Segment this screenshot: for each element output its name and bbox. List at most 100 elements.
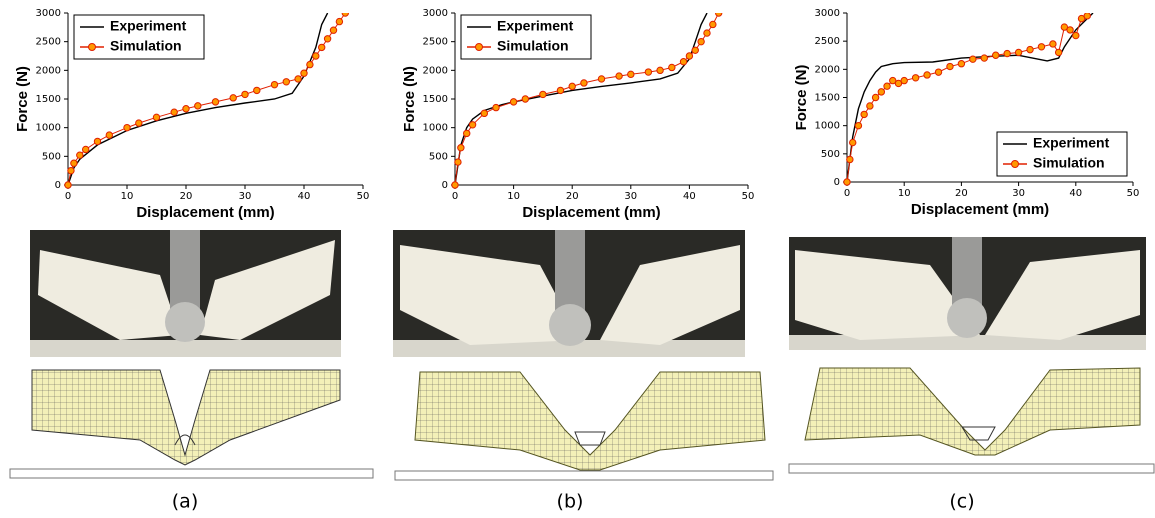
data-point bbox=[71, 160, 77, 166]
caption: (b) bbox=[557, 491, 584, 513]
data-point bbox=[283, 79, 289, 85]
data-point bbox=[230, 95, 236, 101]
data-point bbox=[313, 53, 319, 59]
legend-label: Experiment bbox=[1033, 135, 1110, 151]
data-point bbox=[124, 124, 130, 130]
data-point bbox=[616, 73, 622, 79]
data-point bbox=[1027, 46, 1033, 52]
data-point bbox=[1084, 13, 1090, 19]
data-point bbox=[698, 38, 704, 44]
y-tick-label: 2000 bbox=[815, 64, 840, 75]
x-tick-label: 10 bbox=[121, 191, 134, 202]
y-tick-label: 500 bbox=[42, 151, 61, 162]
y-tick-label: 1000 bbox=[423, 123, 448, 134]
x-tick-label: 20 bbox=[180, 191, 193, 202]
data-point bbox=[183, 106, 189, 112]
y-tick-label: 2500 bbox=[36, 37, 61, 48]
legend-label: Experiment bbox=[110, 18, 187, 34]
data-point bbox=[319, 44, 325, 50]
data-point bbox=[1055, 49, 1061, 55]
data-point bbox=[336, 18, 342, 24]
data-point bbox=[704, 30, 710, 36]
data-point bbox=[212, 99, 218, 105]
data-point bbox=[481, 110, 487, 116]
data-point bbox=[867, 103, 873, 109]
data-point bbox=[1004, 50, 1010, 56]
x-tick-label: 20 bbox=[566, 191, 579, 202]
y-tick-label: 500 bbox=[821, 149, 840, 160]
y-tick-label: 3000 bbox=[423, 8, 448, 19]
data-point bbox=[878, 89, 884, 95]
data-point bbox=[569, 83, 575, 89]
legend-label: Simulation bbox=[497, 38, 569, 54]
data-point bbox=[510, 99, 516, 105]
figure: (a) (b) (c) 0500100015002000250030000102… bbox=[0, 0, 1155, 518]
x-tick-label: 10 bbox=[898, 188, 911, 199]
x-tick-label: 30 bbox=[239, 191, 252, 202]
data-point bbox=[645, 69, 651, 75]
data-point bbox=[844, 179, 850, 185]
data-point bbox=[94, 138, 100, 144]
x-tick-label: 40 bbox=[683, 191, 696, 202]
data-point bbox=[458, 145, 464, 151]
data-point bbox=[855, 122, 861, 128]
legend-marker bbox=[476, 44, 483, 51]
y-tick-label: 0 bbox=[834, 177, 840, 188]
data-point bbox=[171, 109, 177, 115]
y-tick-label: 2500 bbox=[423, 37, 448, 48]
data-point bbox=[628, 71, 634, 77]
data-point bbox=[301, 70, 307, 76]
y-tick-label: 1500 bbox=[423, 94, 448, 105]
photo-a bbox=[30, 230, 341, 357]
data-point bbox=[464, 130, 470, 136]
data-point bbox=[195, 103, 201, 109]
data-point bbox=[581, 80, 587, 86]
y-tick-label: 0 bbox=[442, 180, 448, 191]
x-tick-label: 0 bbox=[65, 191, 71, 202]
data-point bbox=[970, 56, 976, 62]
data-point bbox=[307, 61, 313, 67]
data-point bbox=[83, 146, 89, 152]
data-point bbox=[947, 63, 953, 69]
data-point bbox=[1073, 32, 1079, 38]
y-tick-label: 1000 bbox=[815, 121, 840, 132]
caption: (a) bbox=[172, 491, 198, 513]
y-tick-label: 1500 bbox=[815, 93, 840, 104]
legend-label: Experiment bbox=[497, 18, 574, 34]
data-point bbox=[935, 69, 941, 75]
mesh-a bbox=[10, 370, 373, 478]
y-tick-label: 3000 bbox=[36, 8, 61, 19]
y-tick-label: 1000 bbox=[36, 123, 61, 134]
data-point bbox=[295, 76, 301, 82]
data-point bbox=[106, 132, 112, 138]
data-point bbox=[153, 114, 159, 120]
legend-label: Simulation bbox=[1033, 155, 1105, 171]
data-point bbox=[540, 91, 546, 97]
data-point bbox=[77, 152, 83, 158]
data-point bbox=[850, 139, 856, 145]
data-point bbox=[872, 94, 878, 100]
data-point bbox=[669, 64, 675, 70]
x-tick-label: 20 bbox=[955, 188, 968, 199]
data-point bbox=[1050, 41, 1056, 47]
data-point bbox=[692, 47, 698, 53]
data-point bbox=[136, 120, 142, 126]
x-tick-label: 40 bbox=[298, 191, 311, 202]
data-point bbox=[271, 81, 277, 87]
legend-marker bbox=[89, 44, 96, 51]
data-point bbox=[1015, 49, 1021, 55]
y-tick-label: 2000 bbox=[423, 65, 448, 76]
x-tick-label: 10 bbox=[507, 191, 520, 202]
y-axis-label: Force (N) bbox=[14, 66, 31, 132]
data-point bbox=[68, 167, 74, 173]
data-point bbox=[912, 75, 918, 81]
x-axis-label: Displacement (mm) bbox=[522, 204, 660, 221]
data-point bbox=[710, 21, 716, 27]
data-point bbox=[680, 59, 686, 65]
data-point bbox=[493, 104, 499, 110]
data-point bbox=[557, 87, 563, 93]
data-point bbox=[657, 67, 663, 73]
y-tick-label: 500 bbox=[429, 151, 448, 162]
data-point bbox=[958, 61, 964, 67]
x-tick-label: 30 bbox=[624, 191, 637, 202]
